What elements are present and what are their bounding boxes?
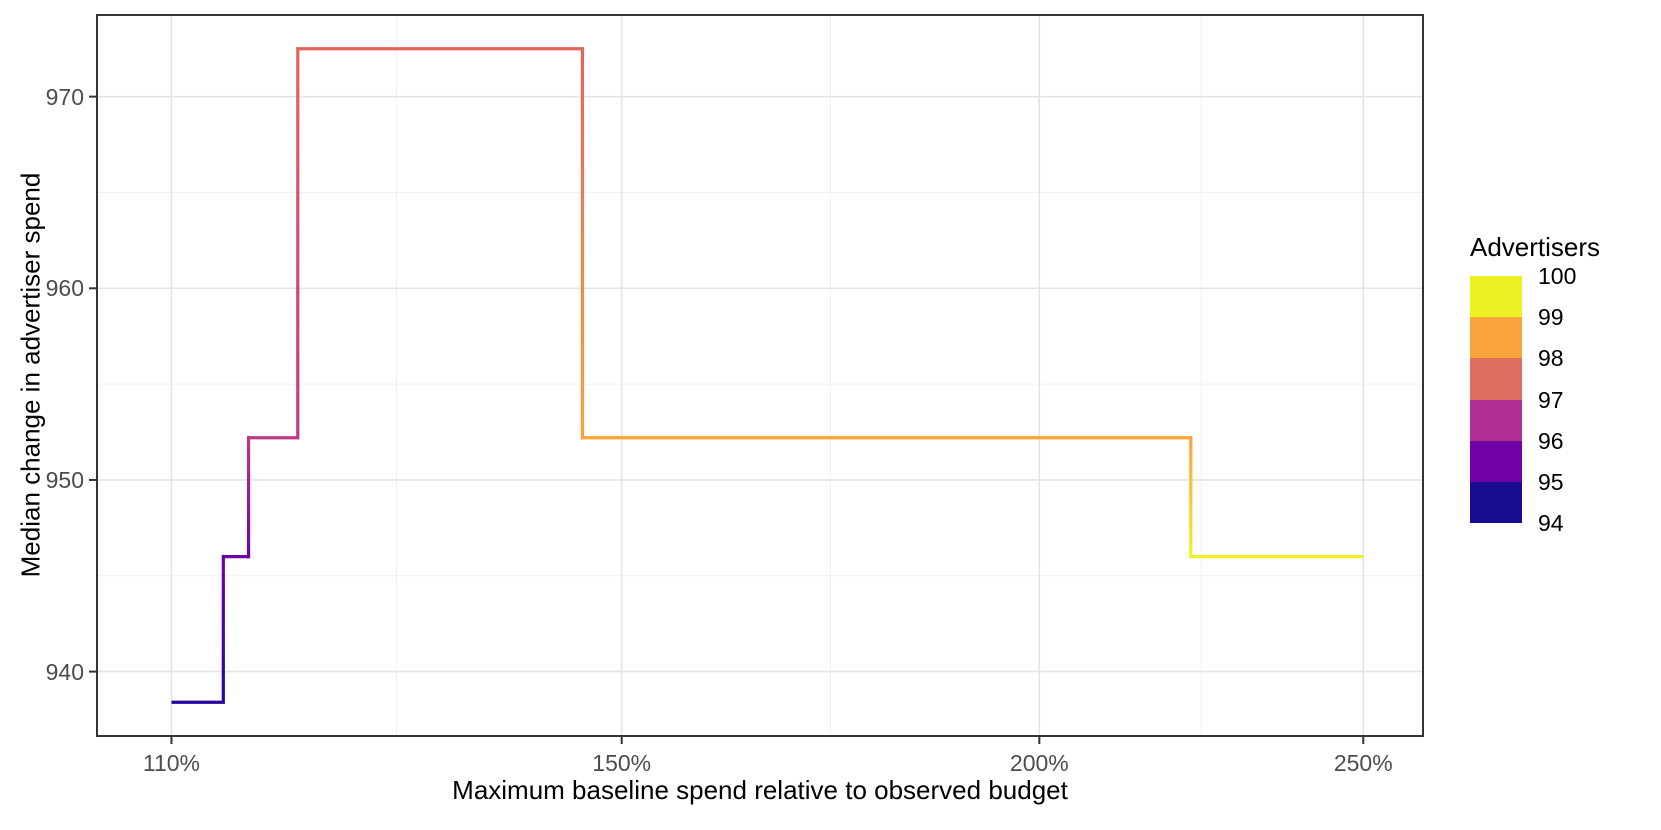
axis-ticks xyxy=(89,95,1365,744)
panel-border xyxy=(96,14,1424,737)
y-tick-label: 960 xyxy=(45,275,84,302)
step-line xyxy=(171,47,1364,704)
grid-major xyxy=(97,15,1423,736)
x-tick-label: 250% xyxy=(1333,750,1393,776)
y-tick-label: 950 xyxy=(45,466,84,493)
y-tick-label: 940 xyxy=(45,658,84,685)
panel-background xyxy=(97,15,1423,736)
y-tick-label: 970 xyxy=(45,83,84,110)
x-axis-title: Maximum baseline spend relative to obser… xyxy=(452,775,1068,805)
x-tick-label: 200% xyxy=(1009,750,1069,776)
y-axis-title: Median change in advertiser spend xyxy=(15,172,46,578)
x-tick-label: 110% xyxy=(142,750,201,776)
grid-minor xyxy=(97,15,1423,736)
x-tick-label: 150% xyxy=(592,750,652,776)
